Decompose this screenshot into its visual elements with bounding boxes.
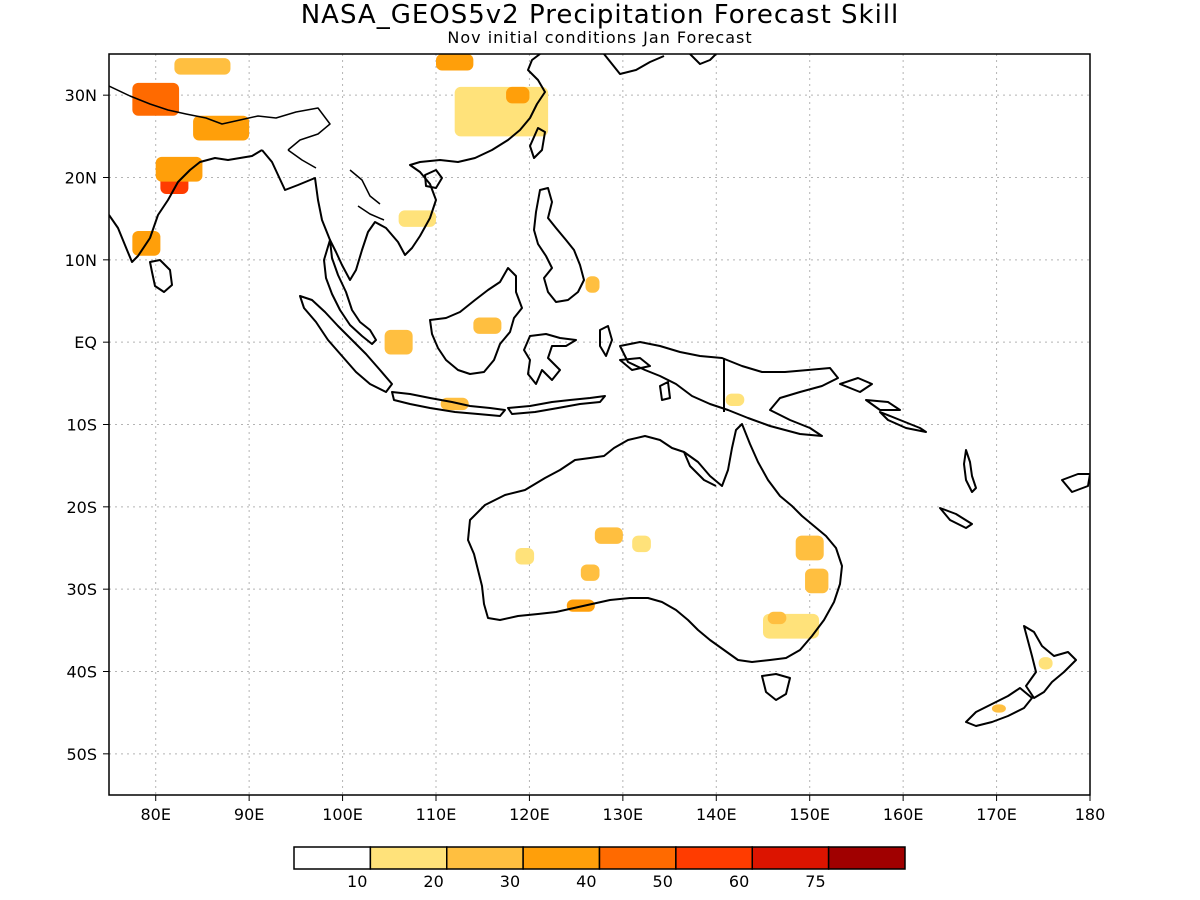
skill-region-17 [580,564,600,581]
lon-tick-label: 170E [976,805,1017,824]
java-coastline [391,391,506,417]
lon-tick-label: 150E [789,805,830,824]
lat-tick-label: 30N [65,86,97,105]
mainland-southeast-asia-coastline [261,54,546,281]
skill-region-23 [515,548,535,565]
malay-peninsula-coastline [323,239,377,345]
sumatra-coastline [299,295,393,393]
skill-region-14 [725,393,745,406]
hainan-coastline [424,169,443,189]
chart-subtitle: Nov initial conditions Jan Forecast [447,28,753,47]
lat-tick-label: 20S [66,498,97,517]
skill-region-13 [585,276,600,293]
india-coastline [109,149,263,263]
colorbar-swatch [446,846,524,870]
indochina-boundary [287,149,385,221]
lon-tick-label: 180 [1075,805,1106,824]
colorbar-swatch [675,846,753,870]
lon-tick-label: 130E [603,805,644,824]
colorbar-label: 10 [347,872,367,891]
map-axes: 80E 90E 100E 110E 120E 130E 140E 150E 160E 170E 18… [65,53,1106,824]
new-caledonia-coastline [939,507,973,529]
colorbar-label: 75 [805,872,825,891]
lat-tick-label: 30S [66,580,97,599]
colorbar-swatch [369,846,448,870]
chart-title: NASA_GEOS5v2 Precipitation Forecast Skil… [300,0,900,30]
australia-coastline [467,423,843,663]
skill-region-3 [155,156,203,182]
skill-region-20 [805,568,829,594]
new-guinea-coastline [619,341,839,437]
map-gridlines [109,54,1090,795]
skill-region-11 [473,317,502,334]
lon-tick-label: 140E [696,805,737,824]
skill-region-6 [436,54,474,71]
skill-region-10 [384,329,413,355]
skill-region-16 [632,535,651,553]
colorbar-swatch [751,846,830,870]
lon-tick-label: 120E [509,805,550,824]
lat-tick-label: 10S [66,416,97,435]
coastlines [109,54,1090,727]
lat-tick-label: 40S [66,663,97,682]
sri-lanka-coastline [149,259,173,293]
skill-shading [132,54,1053,713]
colorbar-swatch [827,846,906,870]
skill-region-0 [132,82,180,116]
skill-region-5 [174,58,231,75]
lon-tick-label: 160E [883,805,924,824]
philippines-coastline [533,187,585,303]
lat-tick-label: EQ [74,333,97,352]
lon-tick-label: 100E [322,805,363,824]
colorbar-swatch [293,846,372,870]
sulawesi-coastline [523,333,577,385]
bismarck-coastline [839,377,927,433]
fiji-coastline [1061,473,1090,493]
northeast-asia-coastline [603,54,717,75]
colorbar-label: 20 [423,872,443,891]
colorbar-swatch [598,846,677,870]
taiwan-coastline [529,127,546,159]
skill-region-19 [795,535,824,561]
skill-region-22 [767,611,787,625]
lat-tick-label: 20N [65,169,97,188]
new-zealand-north-coastline [1023,625,1077,699]
lon-tick-label: 110E [416,805,457,824]
skill-region-24 [1038,657,1053,670]
lesser-sunda-coastline [507,395,606,415]
maluku-coastline [599,325,671,401]
vanuatu-coastline [963,449,977,493]
colorbar-label: 30 [500,872,520,891]
skill-region-1 [193,115,250,141]
lat-tick-label: 10N [65,251,97,270]
colorbar-swatch [522,846,601,870]
colorbar-label: 50 [653,872,673,891]
colorbar-label: 40 [576,872,596,891]
tasmania-coastline [761,673,791,701]
gulf-of-carpentaria [683,451,717,487]
south-asia-boundary [109,85,331,151]
skill-region-25 [991,704,1006,713]
colorbar: 10 20 30 40 50 60 75 [293,846,906,891]
map-frame [108,53,1091,796]
borneo-coastline [429,267,523,375]
lat-tick-label: 50S [66,745,97,764]
lon-tick-label: 90E [234,805,264,824]
new-zealand-south-coastline [965,687,1033,727]
skill-region-15 [594,527,623,544]
colorbar-label: 60 [729,872,749,891]
lon-tick-label: 80E [140,805,170,824]
skill-region-8 [506,86,530,104]
